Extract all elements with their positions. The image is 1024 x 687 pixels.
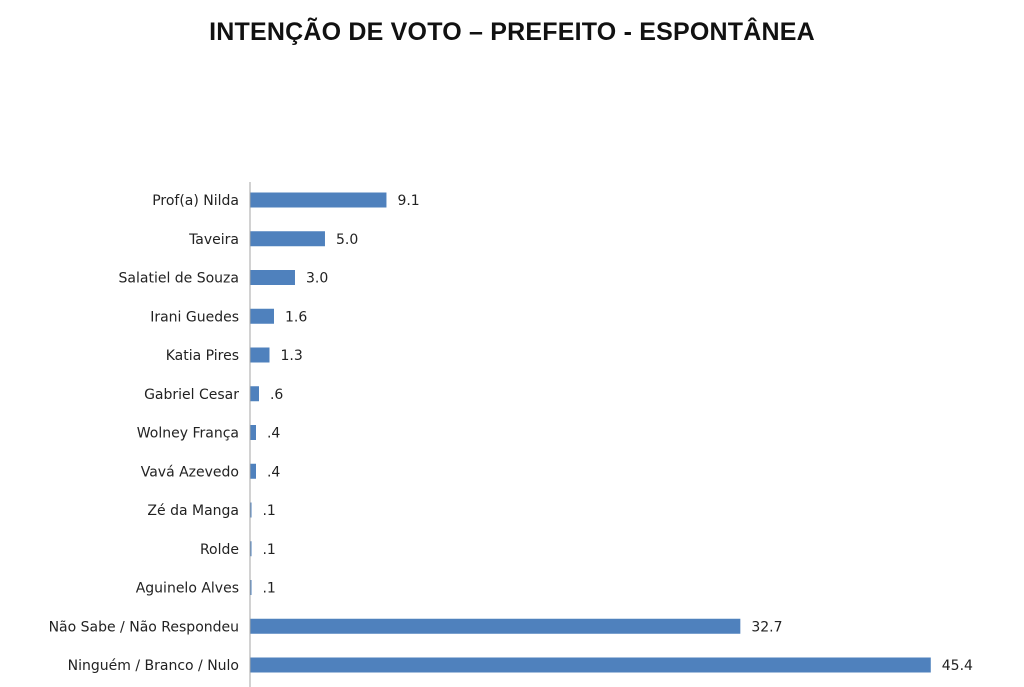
chart-title: INTENÇÃO DE VOTO – PREFEITO - ESPONTÂNEA — [209, 18, 815, 46]
category-label: Salatiel de Souza — [119, 271, 239, 287]
bar-10 — [250, 580, 252, 595]
value-label: .1 — [262, 581, 275, 597]
category-label: Katia Pires — [166, 348, 239, 364]
value-label: 9.1 — [397, 193, 419, 209]
category-labels-layer: Prof(a) Nilda Taveira Salatiel de Souza Ira… — [49, 193, 240, 674]
value-label: 1.3 — [280, 348, 302, 364]
category-label: Zé da Manga — [147, 503, 239, 519]
category-label: Não Sabe / Não Respondeu — [49, 619, 239, 635]
category-label: Gabriel Cesar — [144, 387, 239, 403]
category-label: Wolney França — [137, 426, 239, 442]
bar-0 — [250, 192, 387, 208]
bar-6 — [250, 425, 256, 440]
bar-7 — [250, 463, 256, 479]
value-label: 5.0 — [336, 232, 358, 248]
bar-9 — [250, 541, 252, 557]
bar-12 — [250, 657, 931, 673]
value-label: 3.0 — [306, 271, 328, 287]
bar-8 — [250, 502, 252, 518]
value-label: .1 — [262, 542, 275, 558]
category-label: Rolde — [200, 542, 239, 558]
value-label: .4 — [267, 426, 280, 442]
category-label: Prof(a) Nilda — [152, 193, 239, 209]
category-label: Taveira — [188, 232, 239, 248]
value-label: .4 — [267, 464, 280, 480]
value-label: .1 — [262, 503, 275, 519]
value-label: 32.7 — [751, 619, 782, 635]
bar-1 — [250, 231, 325, 247]
category-label: Vavá Azevedo — [141, 464, 239, 480]
value-labels-layer: 9.1 5.0 3.0 1.6 1.3 .6 .4 .4 .1 .1 .1 32.7 45.4 — [262, 193, 973, 674]
value-label: .6 — [270, 387, 283, 403]
bar-5 — [250, 386, 259, 402]
bar-11 — [250, 618, 741, 634]
category-label: Aguinelo Alves — [136, 581, 239, 597]
value-label: 45.4 — [942, 658, 973, 674]
category-label: Irani Guedes — [150, 309, 239, 325]
bar-4 — [250, 347, 270, 363]
category-label: Ninguém / Branco / Nulo — [68, 658, 239, 674]
bar-3 — [250, 308, 274, 324]
bar-2 — [250, 270, 295, 285]
value-label: 1.6 — [285, 309, 307, 325]
bars-layer — [250, 192, 931, 673]
